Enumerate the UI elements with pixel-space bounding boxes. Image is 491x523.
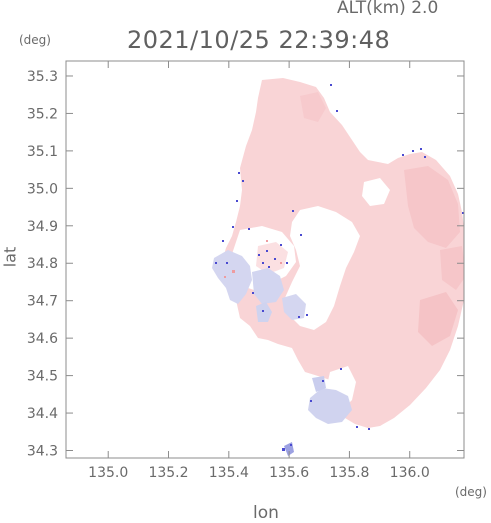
y-tick-label: 35.0 xyxy=(27,181,58,197)
x-tick-label: 135.2 xyxy=(148,465,188,481)
clear-area xyxy=(362,178,390,206)
y-tick-label: 34.4 xyxy=(27,406,58,422)
clear-area xyxy=(284,206,360,330)
x-tick-label: 136.0 xyxy=(390,465,430,481)
red-specks xyxy=(224,240,282,278)
strong-echo-patch xyxy=(300,92,326,122)
timestamp: 2021/10/25 22:39:48 xyxy=(127,26,391,54)
y-tick-label: 35.3 xyxy=(27,69,58,85)
x-axis-unit: (deg) xyxy=(455,485,487,499)
y-tick-label: 35.2 xyxy=(27,106,58,122)
radar-echo-field xyxy=(212,78,464,456)
strong-echo-patch xyxy=(440,246,464,290)
x-axis-label: lon xyxy=(253,503,279,523)
y-tick-label: 35.1 xyxy=(27,144,58,160)
negative-echo-region xyxy=(308,388,352,424)
x-axis-ticks: 135.0 135.2 135.4 135.6 135.8 136.0 xyxy=(88,61,430,481)
negative-echo-region xyxy=(282,294,306,320)
y-tick-label: 34.7 xyxy=(27,294,58,310)
strong-echo-patch xyxy=(404,166,460,248)
y-tick-label: 34.9 xyxy=(27,219,58,235)
y-axis-ticks: 34.3 34.4 34.5 34.6 34.7 34.8 34.9 35.0 35.1 35.2… xyxy=(27,69,464,460)
x-tick-label: 135.8 xyxy=(329,465,369,481)
y-tick-label: 34.6 xyxy=(27,331,58,347)
x-tick-label: 135.4 xyxy=(209,465,249,481)
weak-echo-speckle xyxy=(256,242,288,274)
negative-echo-region xyxy=(212,250,252,304)
x-tick-label: 135.6 xyxy=(269,465,309,481)
edge-noise xyxy=(215,84,464,451)
y-axis-unit: (deg) xyxy=(19,33,51,47)
plot-frame xyxy=(65,60,465,459)
strong-echo-patch xyxy=(418,292,458,346)
y-tick-label: 34.8 xyxy=(27,256,58,272)
y-tick-label: 34.3 xyxy=(27,444,58,460)
altitude-label: ALT(km) 2.0 xyxy=(337,0,439,18)
y-tick-label: 34.5 xyxy=(27,369,58,385)
x-tick-label: 135.0 xyxy=(88,465,128,481)
negative-echo-region xyxy=(252,268,284,304)
